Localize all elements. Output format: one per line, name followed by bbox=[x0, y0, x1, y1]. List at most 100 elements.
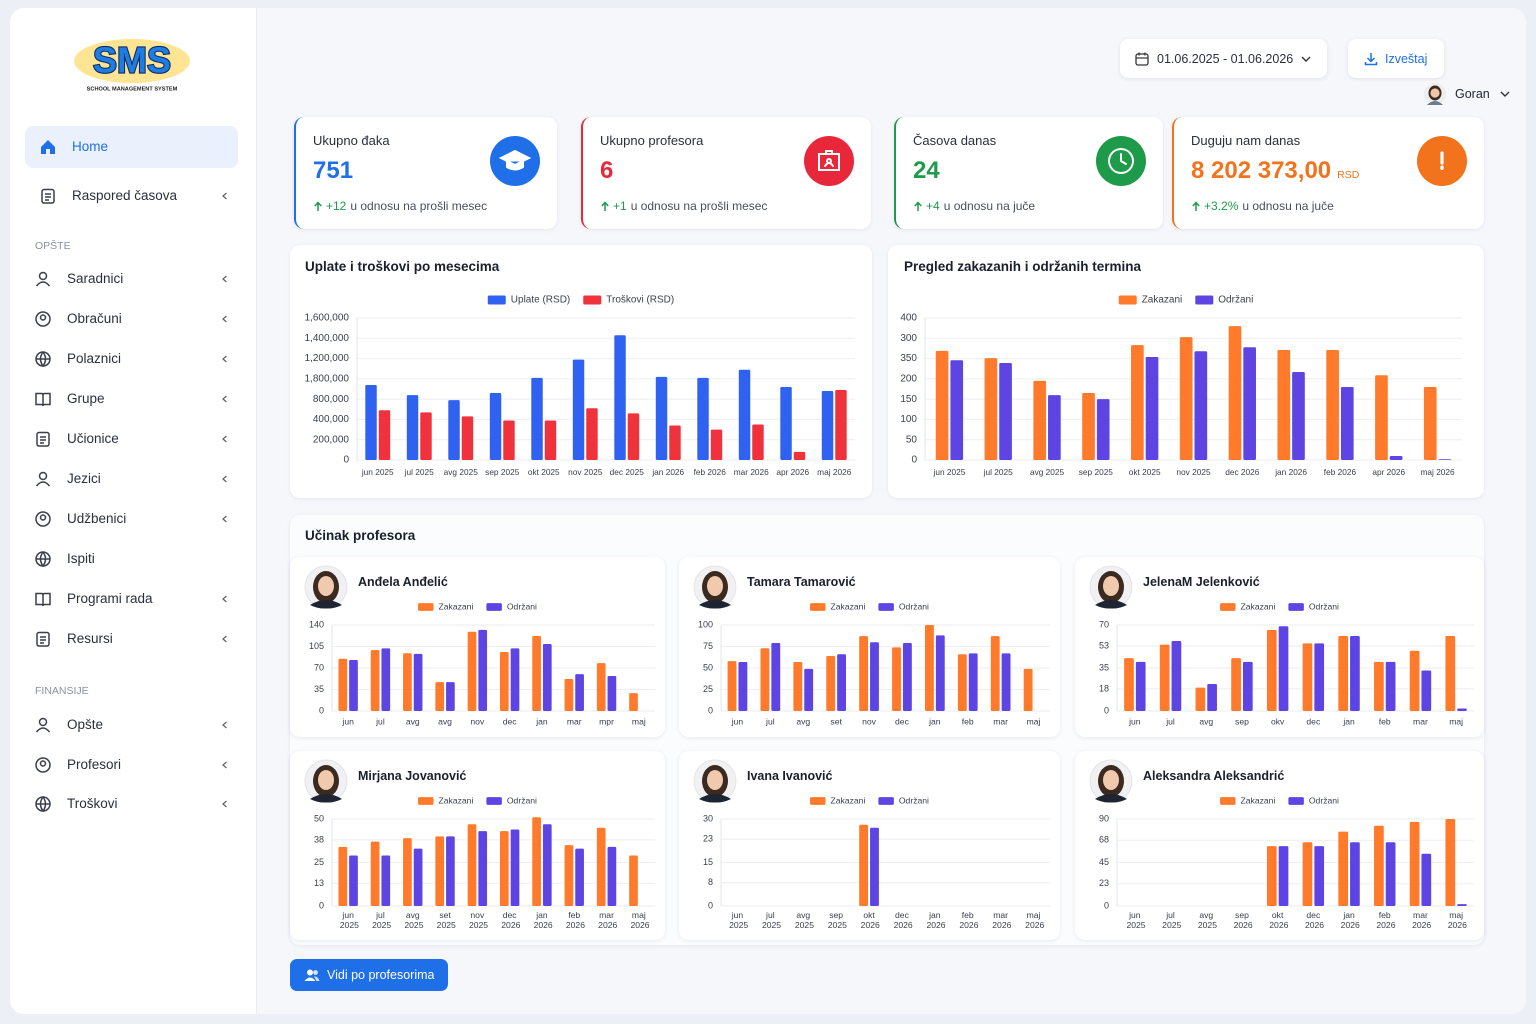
menu-item[interactable]: Programi rada bbox=[25, 578, 238, 620]
icon-shape bbox=[36, 351, 50, 368]
y-tick-label: 140 bbox=[309, 619, 324, 629]
x-tick-label: nov bbox=[862, 716, 877, 726]
menu-item[interactable]: Saradnici bbox=[25, 258, 238, 300]
x-tick-label: dec 2026 bbox=[499, 910, 521, 930]
menu-item[interactable]: Resursi bbox=[25, 618, 238, 660]
bar bbox=[607, 846, 617, 906]
kpi-change: +4 bbox=[926, 199, 940, 213]
menu-label: Ispiti bbox=[67, 551, 95, 566]
x-tick-label: jan 2026 bbox=[531, 910, 553, 930]
professor-card: JelenaM Jelenković 0 18 35 53 70 jun jul avg sep o… bbox=[1075, 557, 1484, 737]
x-tick-label: dec 2026 bbox=[1303, 910, 1325, 930]
arrow-shape bbox=[1192, 200, 1200, 211]
y-tick-label: 35 bbox=[1099, 662, 1109, 672]
y-tick-label: 50 bbox=[906, 434, 918, 445]
legend: Zakazani Održani bbox=[1118, 295, 1253, 306]
legend-swatch bbox=[487, 295, 506, 305]
menu-item[interactable]: Jezici bbox=[25, 458, 238, 500]
y-tick-label: 35 bbox=[314, 684, 324, 694]
menu-item[interactable]: Učionice bbox=[25, 418, 238, 460]
bar bbox=[378, 410, 391, 460]
menu-item[interactable]: Ispiti bbox=[25, 538, 238, 580]
x-tick-label: feb 2026 bbox=[563, 910, 585, 930]
menu-item[interactable]: Profesori bbox=[25, 744, 238, 786]
y-tick-label: 0 bbox=[911, 455, 917, 466]
menu-label: Grupe bbox=[67, 391, 105, 406]
bar bbox=[1266, 846, 1277, 906]
bar bbox=[1350, 636, 1360, 711]
menu-item[interactable]: Home bbox=[25, 126, 238, 168]
y-tick-label: 75 bbox=[703, 641, 713, 651]
bar bbox=[859, 824, 869, 906]
chevron bbox=[222, 275, 227, 283]
professors-button[interactable]: Vidi po profesorima bbox=[290, 959, 448, 991]
legend: Zakazani Održani bbox=[1220, 795, 1339, 805]
chevron bbox=[222, 515, 227, 523]
legend-label: Održani bbox=[899, 795, 929, 805]
x-tick-label: feb 2026 bbox=[957, 910, 979, 930]
y-tick-label: 0 bbox=[1104, 900, 1109, 910]
x-tick-label: mar bbox=[1413, 716, 1428, 726]
x-tick-label: set bbox=[830, 716, 842, 726]
user-menu[interactable]: Goran bbox=[1423, 82, 1513, 106]
kpi-card: Ukupno profesora 6 +1 u odnosu na prošli me… bbox=[581, 117, 871, 229]
bar bbox=[999, 363, 1012, 460]
bar bbox=[435, 836, 445, 906]
x-tick-label: dec 2025 bbox=[610, 467, 645, 477]
icon-shape bbox=[45, 193, 51, 201]
kpi-glyph bbox=[818, 150, 840, 171]
legend-label: Zakazani bbox=[1241, 795, 1276, 805]
chevron-shape bbox=[222, 192, 227, 200]
x-tick-label: jul 2025 bbox=[760, 910, 782, 930]
bar bbox=[338, 846, 348, 906]
x-tick-label: okt 2026 bbox=[858, 910, 880, 930]
bar bbox=[1375, 375, 1388, 460]
legend-label: Zakazani bbox=[1241, 601, 1276, 611]
sidebar bbox=[10, 8, 256, 1014]
date-range-button[interactable]: 01.06.2025 - 01.06.2026 bbox=[1120, 39, 1327, 78]
y-tick-label: 0 bbox=[319, 900, 324, 910]
legend-label: Zakazani bbox=[439, 795, 474, 805]
menu-item[interactable]: Grupe bbox=[25, 378, 238, 420]
bar bbox=[1326, 350, 1339, 460]
bar bbox=[338, 658, 348, 711]
x-tick-label: jul 2025 bbox=[370, 910, 392, 930]
x-tick-label: maj bbox=[632, 716, 646, 726]
menu-item[interactable]: Polaznici bbox=[25, 338, 238, 380]
avatar bbox=[693, 759, 737, 803]
y-tick-label: 25 bbox=[703, 684, 713, 694]
professor-card: Aleksandra Aleksandrić 0 23 45 68 90 jun 2025 j… bbox=[1075, 751, 1484, 940]
kpi-value: 6 bbox=[600, 157, 614, 184]
chevron-shape bbox=[222, 315, 227, 323]
bar bbox=[835, 390, 847, 460]
bar bbox=[542, 644, 552, 711]
bar bbox=[403, 653, 412, 711]
menu-item[interactable]: Udžbenici bbox=[25, 498, 238, 540]
avatar-body bbox=[310, 600, 342, 609]
chevron bbox=[222, 475, 227, 483]
menu-icon bbox=[41, 188, 55, 204]
menu-item[interactable]: Opšte bbox=[25, 704, 238, 746]
kpi-icon bbox=[804, 136, 854, 186]
logo[interactable]: SMS SCHOOL MANAGEMENT SYSTEM bbox=[40, 30, 230, 100]
avatar-body bbox=[1095, 600, 1127, 609]
avatar bbox=[1089, 759, 1133, 803]
bar bbox=[564, 679, 574, 711]
menu-item[interactable]: Troškovi bbox=[25, 783, 238, 825]
bar bbox=[968, 653, 978, 711]
x-tick-label: nov 2025 bbox=[568, 467, 603, 477]
x-tick-label: avg bbox=[438, 716, 452, 726]
menu-item[interactable]: Obračuni bbox=[25, 298, 238, 340]
professor-name: Tamara Tamarović bbox=[747, 575, 856, 589]
menu-item[interactable]: Raspored časova bbox=[25, 175, 238, 217]
x-tick-label: set 2025 bbox=[434, 910, 456, 930]
x-tick-label: jan 2026 bbox=[1338, 910, 1360, 930]
x-tick-label: jan bbox=[1342, 716, 1355, 726]
x-tick-label: jul 2025 bbox=[404, 467, 434, 477]
bar bbox=[575, 848, 584, 906]
report-button[interactable]: Izveštaj bbox=[1348, 39, 1444, 78]
bar bbox=[1195, 687, 1206, 711]
bar bbox=[1171, 640, 1182, 711]
kpi-title: Duguju nam danas bbox=[1191, 133, 1301, 148]
legend-swatch bbox=[486, 603, 502, 611]
